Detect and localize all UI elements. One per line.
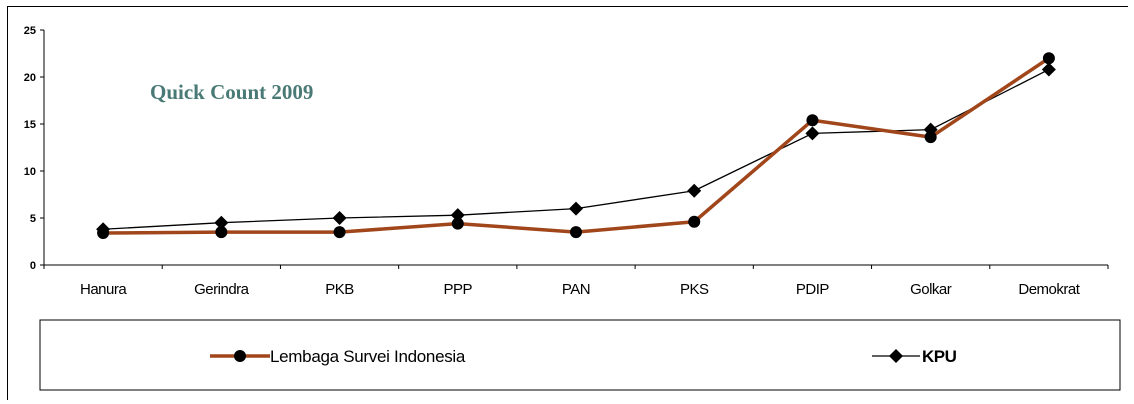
- data-point: [450, 208, 465, 223]
- data-point: [805, 126, 820, 141]
- chart-annotation: Quick Count 2009: [150, 80, 313, 104]
- x-tick-label: PKB: [325, 281, 354, 298]
- x-tick-label: Demokrat: [1018, 281, 1080, 298]
- data-point: [806, 114, 819, 127]
- data-point: [215, 226, 228, 239]
- y-tick-label: 25: [24, 25, 36, 37]
- data-point: [687, 183, 702, 198]
- x-tick-label: Hanura: [80, 281, 127, 298]
- data-point: [924, 131, 937, 144]
- y-tick-label: 15: [24, 119, 36, 131]
- data-point: [214, 215, 229, 230]
- legend-swatch-marker: [234, 350, 246, 362]
- x-tick-label: PDIP: [796, 281, 830, 298]
- axes: [40, 29, 1109, 269]
- legend-swatch-marker: [889, 349, 903, 363]
- series-layer: [96, 52, 1056, 240]
- y-tick-labels: 0 5 10 15 20 25: [24, 25, 36, 272]
- data-point: [332, 211, 347, 225]
- legend-box: [39, 319, 1121, 391]
- data-point: [97, 227, 110, 240]
- chart-frame: [7, 6, 1128, 400]
- data-point: [569, 201, 583, 216]
- data-point: [1042, 52, 1055, 65]
- x-tick-labels: Hanura Gerindra PKB PPP PAN PKS PDIP Golkar Demo…: [80, 281, 1081, 298]
- x-tick-label: Gerindra: [194, 281, 250, 298]
- data-point: [333, 226, 346, 239]
- legend-label: KPU: [922, 347, 957, 366]
- data-point: [570, 226, 582, 239]
- legend-label: Lembaga Survei Indonesia: [270, 347, 466, 366]
- x-tick-label: Golkar: [910, 281, 952, 298]
- x-tick-label: PAN: [562, 281, 590, 298]
- y-tick-label: 0: [30, 260, 36, 272]
- x-tick-label: PPP: [444, 281, 473, 298]
- y-tick-label: 10: [24, 166, 36, 178]
- y-tick-label: 5: [30, 213, 36, 225]
- legend: Lembaga Survei Indonesia KPU: [39, 319, 1121, 391]
- series-lsi: [97, 52, 1055, 240]
- data-point: [451, 217, 464, 230]
- data-point: [688, 215, 701, 228]
- y-tick-label: 20: [24, 72, 36, 84]
- data-point: [1041, 62, 1056, 77]
- x-tick-label: PKS: [680, 281, 709, 298]
